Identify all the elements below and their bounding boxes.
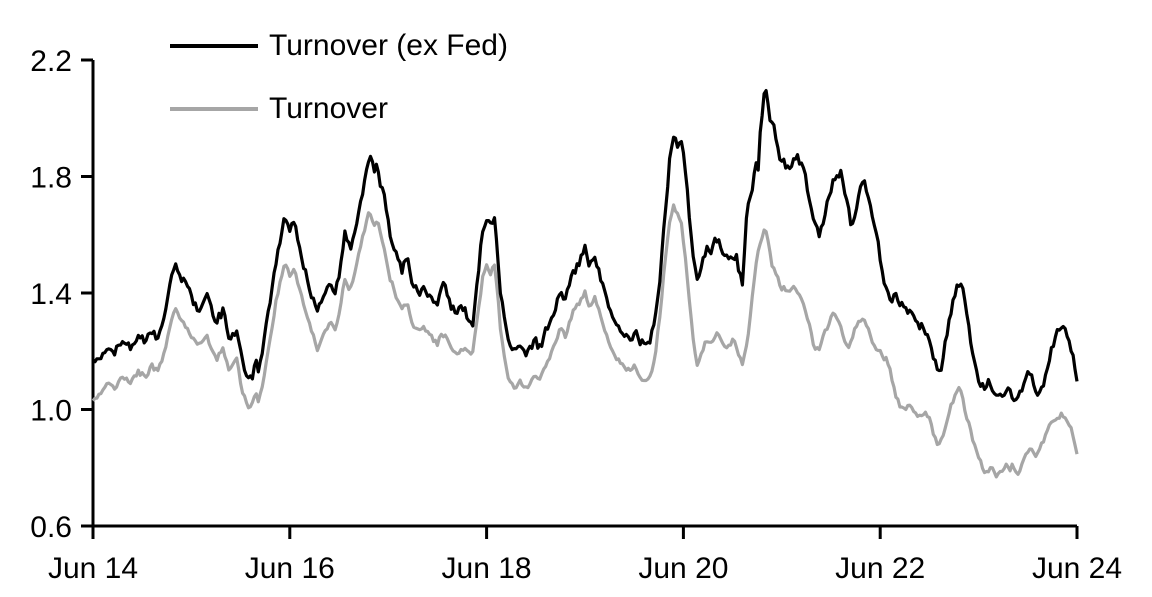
y-axis-tick-label: 1.8 (30, 162, 72, 195)
legend-item-turnover: Turnover (170, 93, 508, 125)
series-line-turnover-ex-fed (91, 88, 1079, 403)
x-axis-tick-label: Jun 24 (1032, 552, 1122, 585)
legend-line-swatch-black (170, 44, 258, 48)
legend-label-turnover-ex-fed: Turnover (ex Fed) (269, 29, 508, 62)
x-axis-tick-label: Jun 16 (245, 552, 335, 585)
legend-label-turnover: Turnover (269, 92, 388, 125)
legend-line-swatch-gray (170, 107, 258, 111)
y-axis-tick-label: 2.2 (30, 45, 72, 78)
x-axis-tick-label: Jun 22 (835, 552, 925, 585)
chart-legend: Turnover (ex Fed) Turnover (170, 30, 508, 125)
x-axis-tick-label: Jun 20 (638, 552, 728, 585)
legend-item-turnover-ex-fed: Turnover (ex Fed) (170, 30, 508, 62)
x-axis-tick-label: Jun 18 (442, 552, 532, 585)
y-axis-tick-label: 0.6 (30, 511, 72, 544)
x-axis-tick-label: Jun 14 (48, 552, 138, 585)
series-line-turnover (91, 203, 1079, 479)
y-axis-tick-label: 1.4 (30, 278, 72, 311)
y-axis-tick-label: 1.0 (30, 395, 72, 428)
